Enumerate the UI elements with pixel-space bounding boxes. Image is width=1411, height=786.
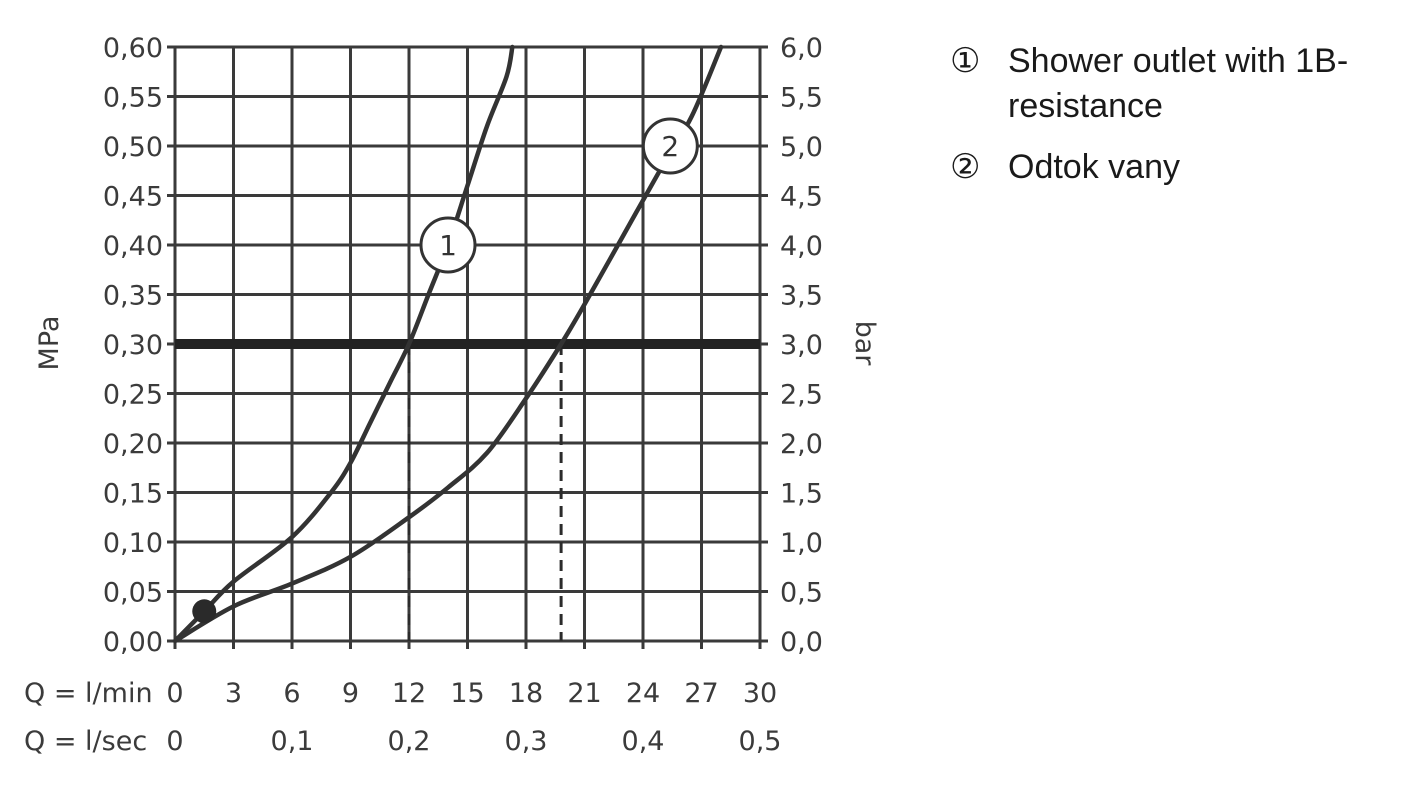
x-lmin-tick-label: 27 [684,678,718,709]
y-left-tick-label: 0,15 [103,479,163,510]
legend-item-2-symbol: ② [950,148,980,186]
legend-item-2-line-1: Odtok vany [1008,148,1180,186]
y-right-tick-label: 4,0 [780,231,823,262]
x-lmin-tick-label: 15 [450,678,484,709]
x-lsec-tick-label: 0,5 [739,726,782,757]
y-right-tick-label: 0,0 [780,627,823,658]
series-group: 12 [172,44,724,644]
y-right-tick-labels: 0,0 0,5 1,0 1,5 2,0 2,5 3,0 3,5 4,0 4,5 5,0 5,5 6,0 [780,33,823,658]
x-lmin-tick-label: 18 [509,678,543,709]
y-right-tick-label: 3,0 [780,330,823,361]
legend-item-1-line-2: resistance [1008,87,1163,125]
y-left-tick-label: 0,25 [103,380,163,411]
series-2-marker-label: 2 [661,130,679,163]
y-right-tick-label: 4,5 [780,182,823,213]
y-right-axis-label: bar [849,321,880,367]
y-left-tick-label: 0,50 [103,132,163,163]
legend-item-1-line-1: Shower outlet with 1B- [1008,42,1348,80]
x-lsec-axis-label: Q = l/sec [24,726,147,757]
series-2-line [172,44,724,644]
x-lmin-tick-label: 30 [743,678,777,709]
y-right-tick-label: 2,5 [780,380,823,411]
y-right-tick-label: 5,0 [780,132,823,163]
x-lmin-tick-label: 12 [392,678,426,709]
x-lsec-tick-label: 0,4 [622,726,665,757]
y-right-tick-label: 1,0 [780,528,823,559]
y-left-tick-label: 0,00 [103,627,163,658]
series-1-line [172,44,515,644]
x-lmin-tick-labels: 0 3 6 9 12 15 18 21 24 27 30 [166,678,777,709]
start-point [192,599,217,624]
x-lsec-tick-label: 0,2 [388,726,431,757]
reference-lines [175,339,760,641]
y-left-tick-labels: 0,00 0,05 0,10 0,15 0,20 0,25 0,30 0,35 0,40 0,45… [103,33,163,658]
y-left-tick-label: 0,60 [103,33,163,64]
y-left-tick-label: 0,05 [103,578,163,609]
x-lmin-tick-label: 3 [225,678,242,709]
x-lsec-tick-label: 0,3 [505,726,548,757]
x-lmin-tick-label: 9 [342,678,359,709]
series-2-marker-circle [641,117,699,175]
x-lsec-tick-label: 0 [166,726,183,757]
y-left-tick-label: 0,40 [103,231,163,262]
y-right-tick-label: 2,0 [780,429,823,460]
x-lmin-axis-label: Q = l/min [24,678,153,709]
x-lmin-tick-label: 0 [166,678,183,709]
y-left-tick-label: 0,45 [103,182,163,213]
y-left-tick-label: 0,10 [103,528,163,559]
series-1-marker-label: 1 [439,229,457,262]
x-lsec-tick-labels: 0 0,1 0,2 0,3 0,4 0,5 [166,726,781,757]
x-lmin-tick-label: 21 [567,678,601,709]
y-right-tick-label: 0,5 [780,578,823,609]
x-lmin-tick-label: 24 [626,678,660,709]
series-1-marker-circle [419,216,477,274]
x-lmin-tick-label: 6 [283,678,300,709]
y-right-tick-label: 3,5 [780,281,823,312]
y-left-tick-label: 0,55 [103,83,163,114]
legend-item-1-symbol: ① [950,42,980,80]
y-right-tick-label: 5,5 [780,83,823,114]
y-left-tick-label: 0,35 [103,281,163,312]
x-lsec-tick-label: 0,1 [271,726,314,757]
y-left-tick-label: 0,30 [103,330,163,361]
y-left-tick-label: 0,20 [103,429,163,460]
y-right-tick-label: 1,5 [780,479,823,510]
y-right-tick-label: 6,0 [780,33,823,64]
y-left-axis-label: MPa [34,316,65,371]
legend: ① Shower outlet with 1B- resistance ② Od… [950,42,1348,186]
